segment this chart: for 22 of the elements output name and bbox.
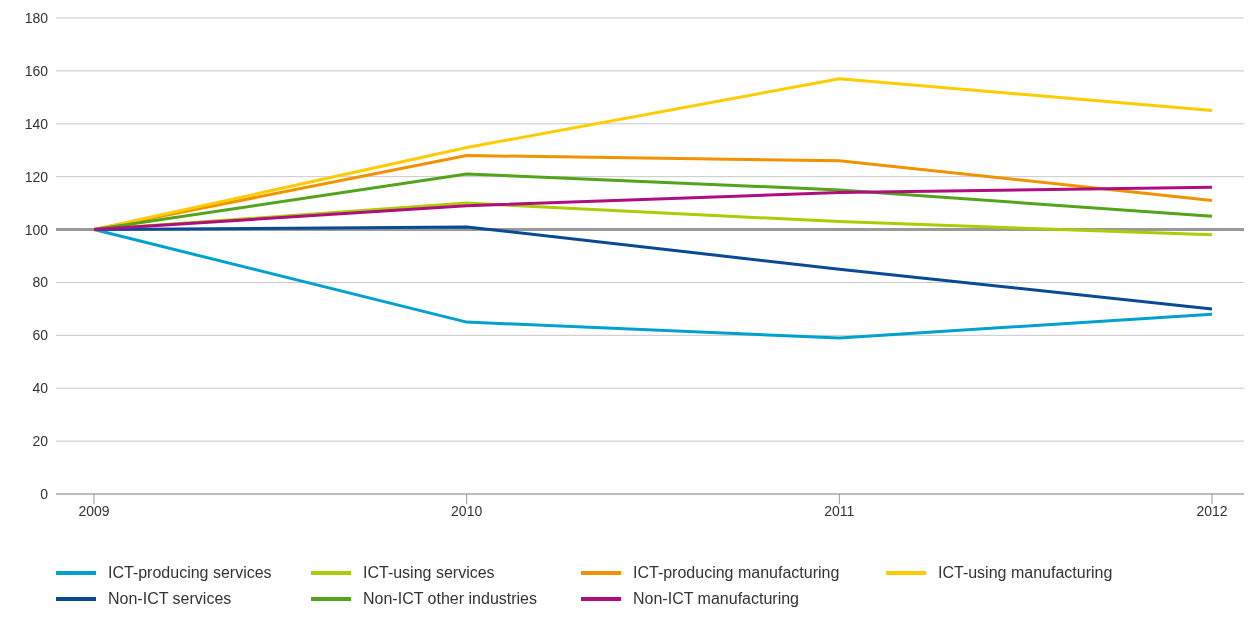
y-tick-label: 180 bbox=[24, 9, 49, 26]
y-tick-label: 120 bbox=[24, 168, 49, 185]
y-tick-label: 20 bbox=[32, 433, 49, 450]
x-tick-label: 2009 bbox=[78, 502, 110, 519]
x-tick-label: 2011 bbox=[824, 502, 855, 519]
legend-label: ICT-producing services bbox=[108, 564, 272, 582]
x-tick-label: 2010 bbox=[451, 502, 483, 519]
legend-label: Non-ICT other industries bbox=[363, 590, 537, 608]
y-tick-label: 160 bbox=[24, 62, 49, 79]
x-tick-label: 2012 bbox=[1196, 502, 1228, 519]
legend-label: Non-ICT manufacturing bbox=[633, 590, 799, 608]
legend-label: ICT-using manufacturing bbox=[938, 564, 1113, 582]
y-tick-label: 40 bbox=[32, 380, 49, 397]
legend-label: ICT-using services bbox=[363, 564, 495, 582]
line-series bbox=[92, 185, 1214, 232]
y-tick-label: 80 bbox=[32, 274, 49, 291]
legend-label: ICT-producing manufacturing bbox=[633, 564, 840, 582]
y-tick-label: 100 bbox=[24, 221, 49, 238]
y-tick-label: 0 bbox=[40, 485, 49, 502]
y-tick-label: 140 bbox=[24, 115, 49, 132]
y-tick-label: 60 bbox=[32, 327, 49, 344]
legend-label: Non-ICT services bbox=[108, 590, 232, 608]
